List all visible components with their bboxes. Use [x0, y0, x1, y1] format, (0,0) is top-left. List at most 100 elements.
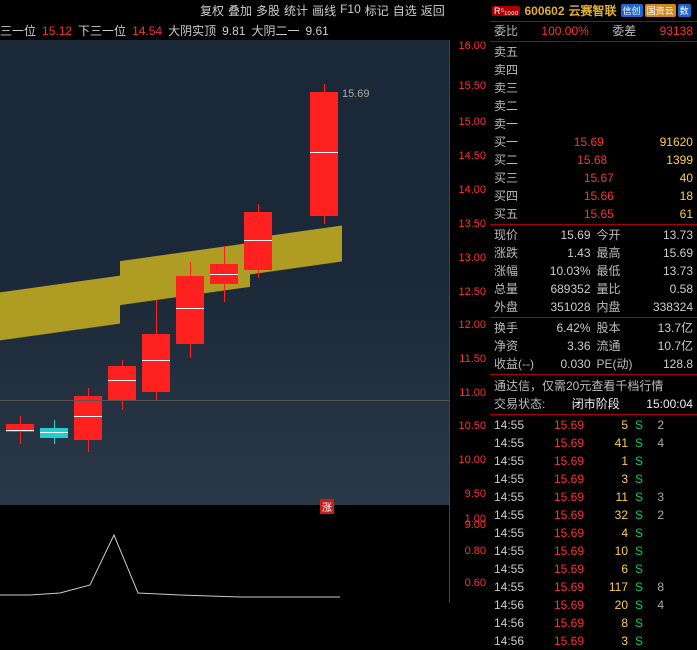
last-price-label: 15.69 [342, 88, 370, 100]
trade-count [650, 543, 664, 559]
stat-k2: 内盘 [591, 299, 645, 315]
bid-row: 买一 15.69 91620 [490, 133, 697, 151]
menu-biaoji[interactable]: 标记 [365, 2, 389, 19]
stat-v1: 3.36 [542, 338, 590, 354]
trade-price: 15.69 [540, 615, 584, 631]
candle[interactable] [244, 40, 272, 505]
trade-time: 14:56 [494, 615, 536, 631]
ask-row: 卖五 [490, 43, 697, 61]
stat-row: 涨跌 1.43 最高 15.69 [490, 244, 697, 262]
stat-row: 涨幅 10.03% 最低 13.73 [490, 262, 697, 280]
bid-price: 15.67 [584, 170, 614, 186]
candle[interactable] [74, 40, 102, 505]
weibi-v: 100.00% [541, 23, 588, 39]
menu-duogu[interactable]: 多股 [256, 2, 280, 19]
stock-code[interactable]: 600602 [524, 4, 564, 18]
stat-k1: 涨幅 [494, 263, 542, 279]
stat-v2: 10.7亿 [645, 338, 693, 354]
dayin2-val: 9.61 [305, 24, 328, 38]
stat-k2: 流通 [591, 338, 645, 354]
trade-vol: 5 [588, 417, 628, 433]
stat-row: 外盘 351028 内盘 338324 [490, 298, 697, 316]
y-tick: 14.50 [458, 150, 486, 162]
trade-side: S [632, 435, 646, 451]
trade-count: 4 [650, 435, 664, 451]
stat-k1: 收益(--) [494, 356, 542, 372]
bid-price: 15.65 [584, 206, 614, 222]
trade-side: S [632, 543, 646, 559]
trade-vol: 6 [588, 561, 628, 577]
menu-f10[interactable]: F10 [340, 2, 361, 19]
trade-count [650, 471, 664, 487]
trade-count: 2 [650, 507, 664, 523]
trade-count: 3 [650, 489, 664, 505]
trade-count: 8 [650, 579, 664, 595]
y-tick: 13.00 [458, 252, 486, 264]
candle[interactable] [310, 40, 338, 505]
menu-tongji[interactable]: 统计 [284, 2, 308, 19]
candle[interactable] [6, 40, 34, 505]
stat-v2: 13.73 [645, 227, 693, 243]
ask-k: 卖三 [494, 80, 518, 96]
trade-time: 14:55 [494, 453, 536, 469]
y-tick: 11.50 [459, 353, 486, 365]
trade-vol: 4 [588, 525, 628, 541]
stat-k1: 外盘 [494, 299, 542, 315]
trade-ticks: 14:55 15.69 5 S 214:55 15.69 41 S 414:55… [490, 416, 697, 650]
trade-row: 14:55 15.69 10 S [490, 542, 697, 560]
stock-header: R⁵₁₀₀₀ 600602 云赛智联 信创国资云数 [490, 0, 697, 22]
stat-v2: 338324 [645, 299, 693, 315]
y-tick-sub: 1.00 [465, 513, 486, 525]
candle[interactable] [40, 40, 68, 505]
menu-huaxian[interactable]: 画线 [312, 2, 336, 19]
candle[interactable] [142, 40, 170, 505]
menu-fuquan[interactable]: 复权 [200, 2, 224, 19]
trade-time: 14:55 [494, 579, 536, 595]
candlestick-chart[interactable]: 15.69 [0, 40, 450, 505]
weibi-k: 委比 [494, 23, 518, 39]
bid-vol: 1399 [666, 152, 693, 168]
y-tick-sub: 0.60 [465, 577, 486, 589]
trade-vol: 1 [588, 453, 628, 469]
bid-row: 买二 15.68 1399 [490, 151, 697, 169]
trade-count [650, 633, 664, 649]
trade-row: 14:55 15.69 5 S 2 [490, 416, 697, 434]
bid-k: 买四 [494, 188, 518, 204]
trade-time: 14:55 [494, 435, 536, 451]
candle[interactable] [108, 40, 136, 505]
stock-name[interactable]: 云赛智联 [569, 2, 617, 19]
candle[interactable] [210, 40, 238, 505]
y-tick: 15.00 [458, 116, 486, 128]
trade-time: 14:55 [494, 525, 536, 541]
stat-k1: 总量 [494, 281, 542, 297]
trade-row: 14:56 15.69 20 S 4 [490, 596, 697, 614]
trade-price: 15.69 [540, 525, 584, 541]
bid-price: 15.66 [584, 188, 614, 204]
stat-v2: 0.58 [645, 281, 693, 297]
trade-time: 14:55 [494, 417, 536, 433]
r-badge: R⁵₁₀₀₀ [492, 6, 520, 16]
stat-k2: PE(动) [591, 356, 645, 372]
y-tick: 9.50 [465, 488, 486, 500]
stat-k1: 净资 [494, 338, 542, 354]
y-tick: 11.00 [459, 387, 486, 399]
trade-side: S [632, 453, 646, 469]
y-tick: 13.50 [458, 218, 486, 230]
indicator-chart[interactable]: 涨 [0, 505, 450, 603]
stat-row: 收益(--) 0.030 PE(动) 128.8 [490, 355, 697, 373]
trade-count [650, 525, 664, 541]
ask-row: 卖一 [490, 115, 697, 133]
candle[interactable] [176, 40, 204, 505]
weibi-row: 委比 100.00% 委差 93138 [490, 22, 697, 40]
trade-time: 14:55 [494, 561, 536, 577]
menu-zixuan[interactable]: 自选 [393, 2, 417, 19]
stat-k1: 涨跌 [494, 245, 542, 261]
ask-k: 卖一 [494, 116, 518, 132]
prevnext-bar: 三一位 15.12 下三一位 14.54 大阴实顶 9.81 大阴二一 9.61 [0, 22, 329, 39]
menu-fanhui[interactable]: 返回 [421, 2, 445, 19]
trade-price: 15.69 [540, 435, 584, 451]
trade-price: 15.69 [540, 507, 584, 523]
trade-row: 14:55 15.69 3 S [490, 470, 697, 488]
menu-diejia[interactable]: 叠加 [228, 2, 252, 19]
stat-v1: 15.69 [542, 227, 590, 243]
